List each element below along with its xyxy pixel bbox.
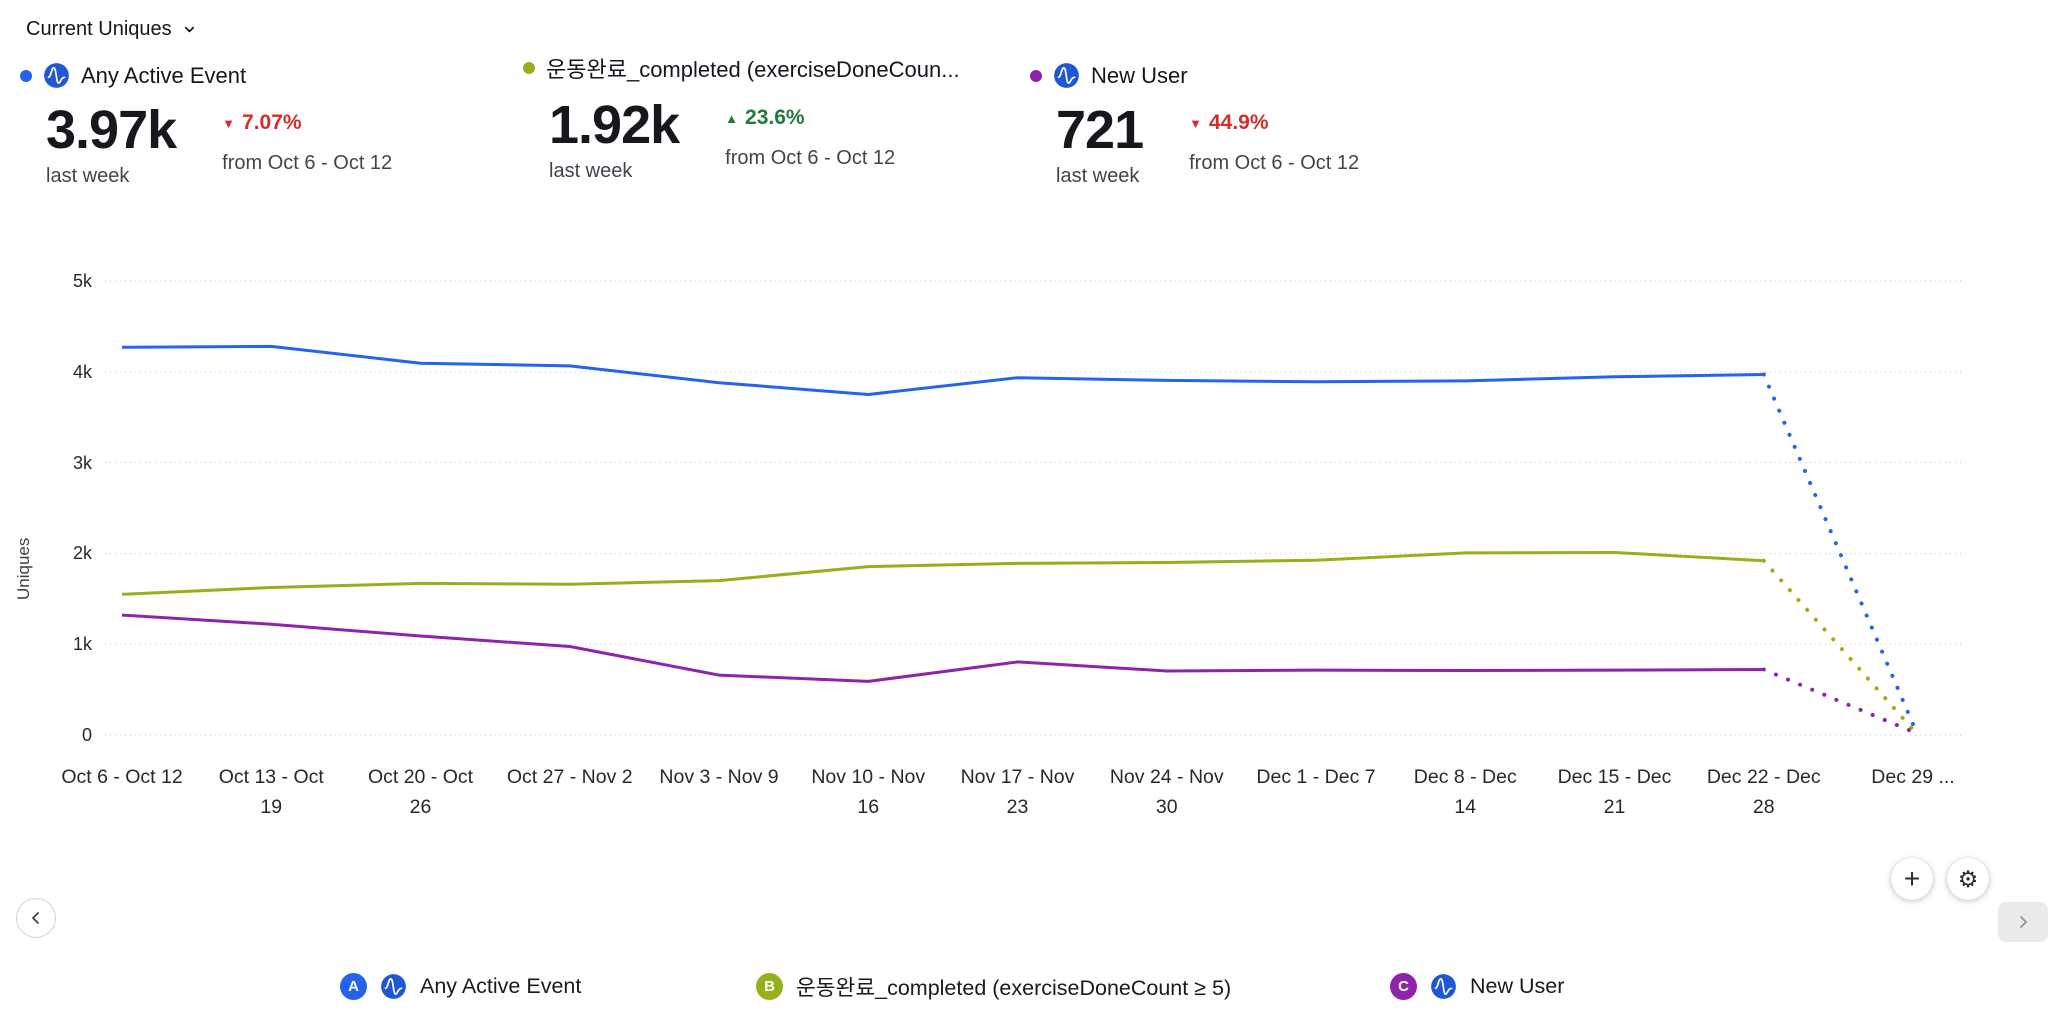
legend-badge-b: B [756,972,783,1000]
legend-item-b[interactable]: B 운동완료_completed (exerciseDoneCount ≥ 5) [756,970,1231,1002]
y-axis-tick-label: 3k [72,452,92,473]
amplitude-event-icon [380,973,407,1000]
change-arrow-icon: ▲ [725,110,739,126]
x-axis-label: Oct 6 - Oct 12 [61,766,183,788]
plus-icon: + [1903,863,1921,894]
legend-badge-c: C [1390,972,1417,1000]
x-axis-label: Oct 20 - Oct 26 [367,766,474,819]
measure-dropdown[interactable]: Current Uniques [26,18,197,41]
y-axis-tick-label: 5k [72,271,92,291]
change-percent: 7.07% [242,111,302,134]
series-header-new-user[interactable]: New User [1030,62,1359,89]
metric-value: 721 [1056,100,1144,160]
metric-card-exercise-completed: 운동완료_completed (exerciseDoneCoun... 1.92… [523,52,960,183]
series-color-dot [523,62,535,74]
legend-badge-a: A [340,972,367,1000]
metric-compare-range: from Oct 6 - Oct 12 [1189,152,1360,174]
x-axis-label: Oct 27 - Nov 2 [506,766,633,788]
line-chart-plot[interactable] [105,270,1962,748]
x-axis-label: Dec 8 - Dec 14 [1413,766,1517,819]
legend-label: New User [1470,973,1565,998]
series-name: New User [1091,62,1188,88]
metric-card-new-user: New User 721 last week ▼ 44.9% from Oct … [1030,62,1359,188]
scroll-right-button[interactable] [1998,902,2048,942]
chevron-left-icon [32,912,39,924]
series-color-dot [1030,69,1042,82]
metric-change-block: ▼ 44.9% from Oct 6 - Oct 12 [1189,103,1359,188]
x-axis-label: Nov 24 - Nov 30 [1109,766,1224,819]
metric-value: 1.92k [549,95,680,155]
metric-value-block: 3.97k last week [46,100,177,188]
measure-dropdown-label: Current Uniques [26,18,172,40]
chevron-down-icon [184,26,194,33]
metric-card-any-active-event: Any Active Event 3.97k last week ▼ 7.07%… [20,62,392,188]
x-axis-label: Dec 1 - Dec 7 [1256,766,1376,788]
series-color-dot [20,69,32,82]
x-axis-label: Dec 15 - Dec 21 [1557,766,1672,819]
y-axis-tick-label: 2k [72,543,92,564]
y-axis-tick-label: 1k [72,634,92,655]
x-axis-label: Dec 22 - Dec 28 [1706,766,1821,819]
metric-change: ▲ 23.6% [725,106,895,130]
amplitude-event-icon [43,62,70,89]
change-percent: 44.9% [1208,111,1269,134]
series-name: Any Active Event [81,62,247,88]
y-axis-tick-label: 0 [81,725,92,745]
metric-change-block: ▼ 7.07% from Oct 6 - Oct 12 [222,103,392,188]
x-axis-label: Nov 17 - Nov 23 [960,766,1075,819]
chevron-right-icon [2020,916,2027,928]
legend-item-c[interactable]: C New User [1390,970,1564,1002]
metric-period: last week [46,165,130,187]
x-axis-label: Oct 13 - Oct 19 [218,766,324,819]
chart-settings-button[interactable]: ⚙ [1947,858,1989,900]
gear-icon: ⚙ [1957,865,1979,892]
metric-compare-range: from Oct 6 - Oct 12 [725,147,896,169]
change-arrow-icon: ▼ [1189,115,1202,131]
metric-period: last week [1056,165,1140,187]
series-header-any-active-event[interactable]: Any Active Event [20,62,392,89]
legend-label: Any Active Event [420,973,582,998]
x-axis-label: Nov 3 - Nov 9 [659,766,779,788]
change-percent: 23.6% [745,106,805,129]
series-header-exercise-completed[interactable]: 운동완료_completed (exerciseDoneCoun... [523,52,960,84]
x-axis-label: Nov 10 - Nov 16 [811,766,926,819]
legend-item-a[interactable]: A Any Active Event [340,970,581,1002]
metric-change-block: ▲ 23.6% from Oct 6 - Oct 12 [725,98,895,183]
y-axis-tick-label: 4k [72,361,92,382]
metric-change: ▼ 44.9% [1189,111,1359,135]
metric-change: ▼ 7.07% [222,111,392,135]
amplitude-event-icon [1053,62,1080,89]
metric-value-block: 721 last week [1056,100,1144,188]
amplitude-event-icon [1430,973,1457,1000]
metric-compare-range: from Oct 6 - Oct 12 [222,152,393,174]
metric-value: 3.97k [46,100,177,160]
legend-label: 운동완료_completed (exerciseDoneCount ≥ 5) [796,975,1232,1000]
x-axis-label: Dec 29 ... [1871,766,1955,788]
metric-period: last week [549,160,633,182]
change-arrow-icon: ▼ [222,115,236,131]
add-annotation-button[interactable]: + [1891,858,1933,900]
series-name: 운동완료_completed (exerciseDoneCoun... [546,57,960,82]
collapse-panel-button[interactable] [16,898,56,938]
metric-value-block: 1.92k last week [549,95,680,183]
